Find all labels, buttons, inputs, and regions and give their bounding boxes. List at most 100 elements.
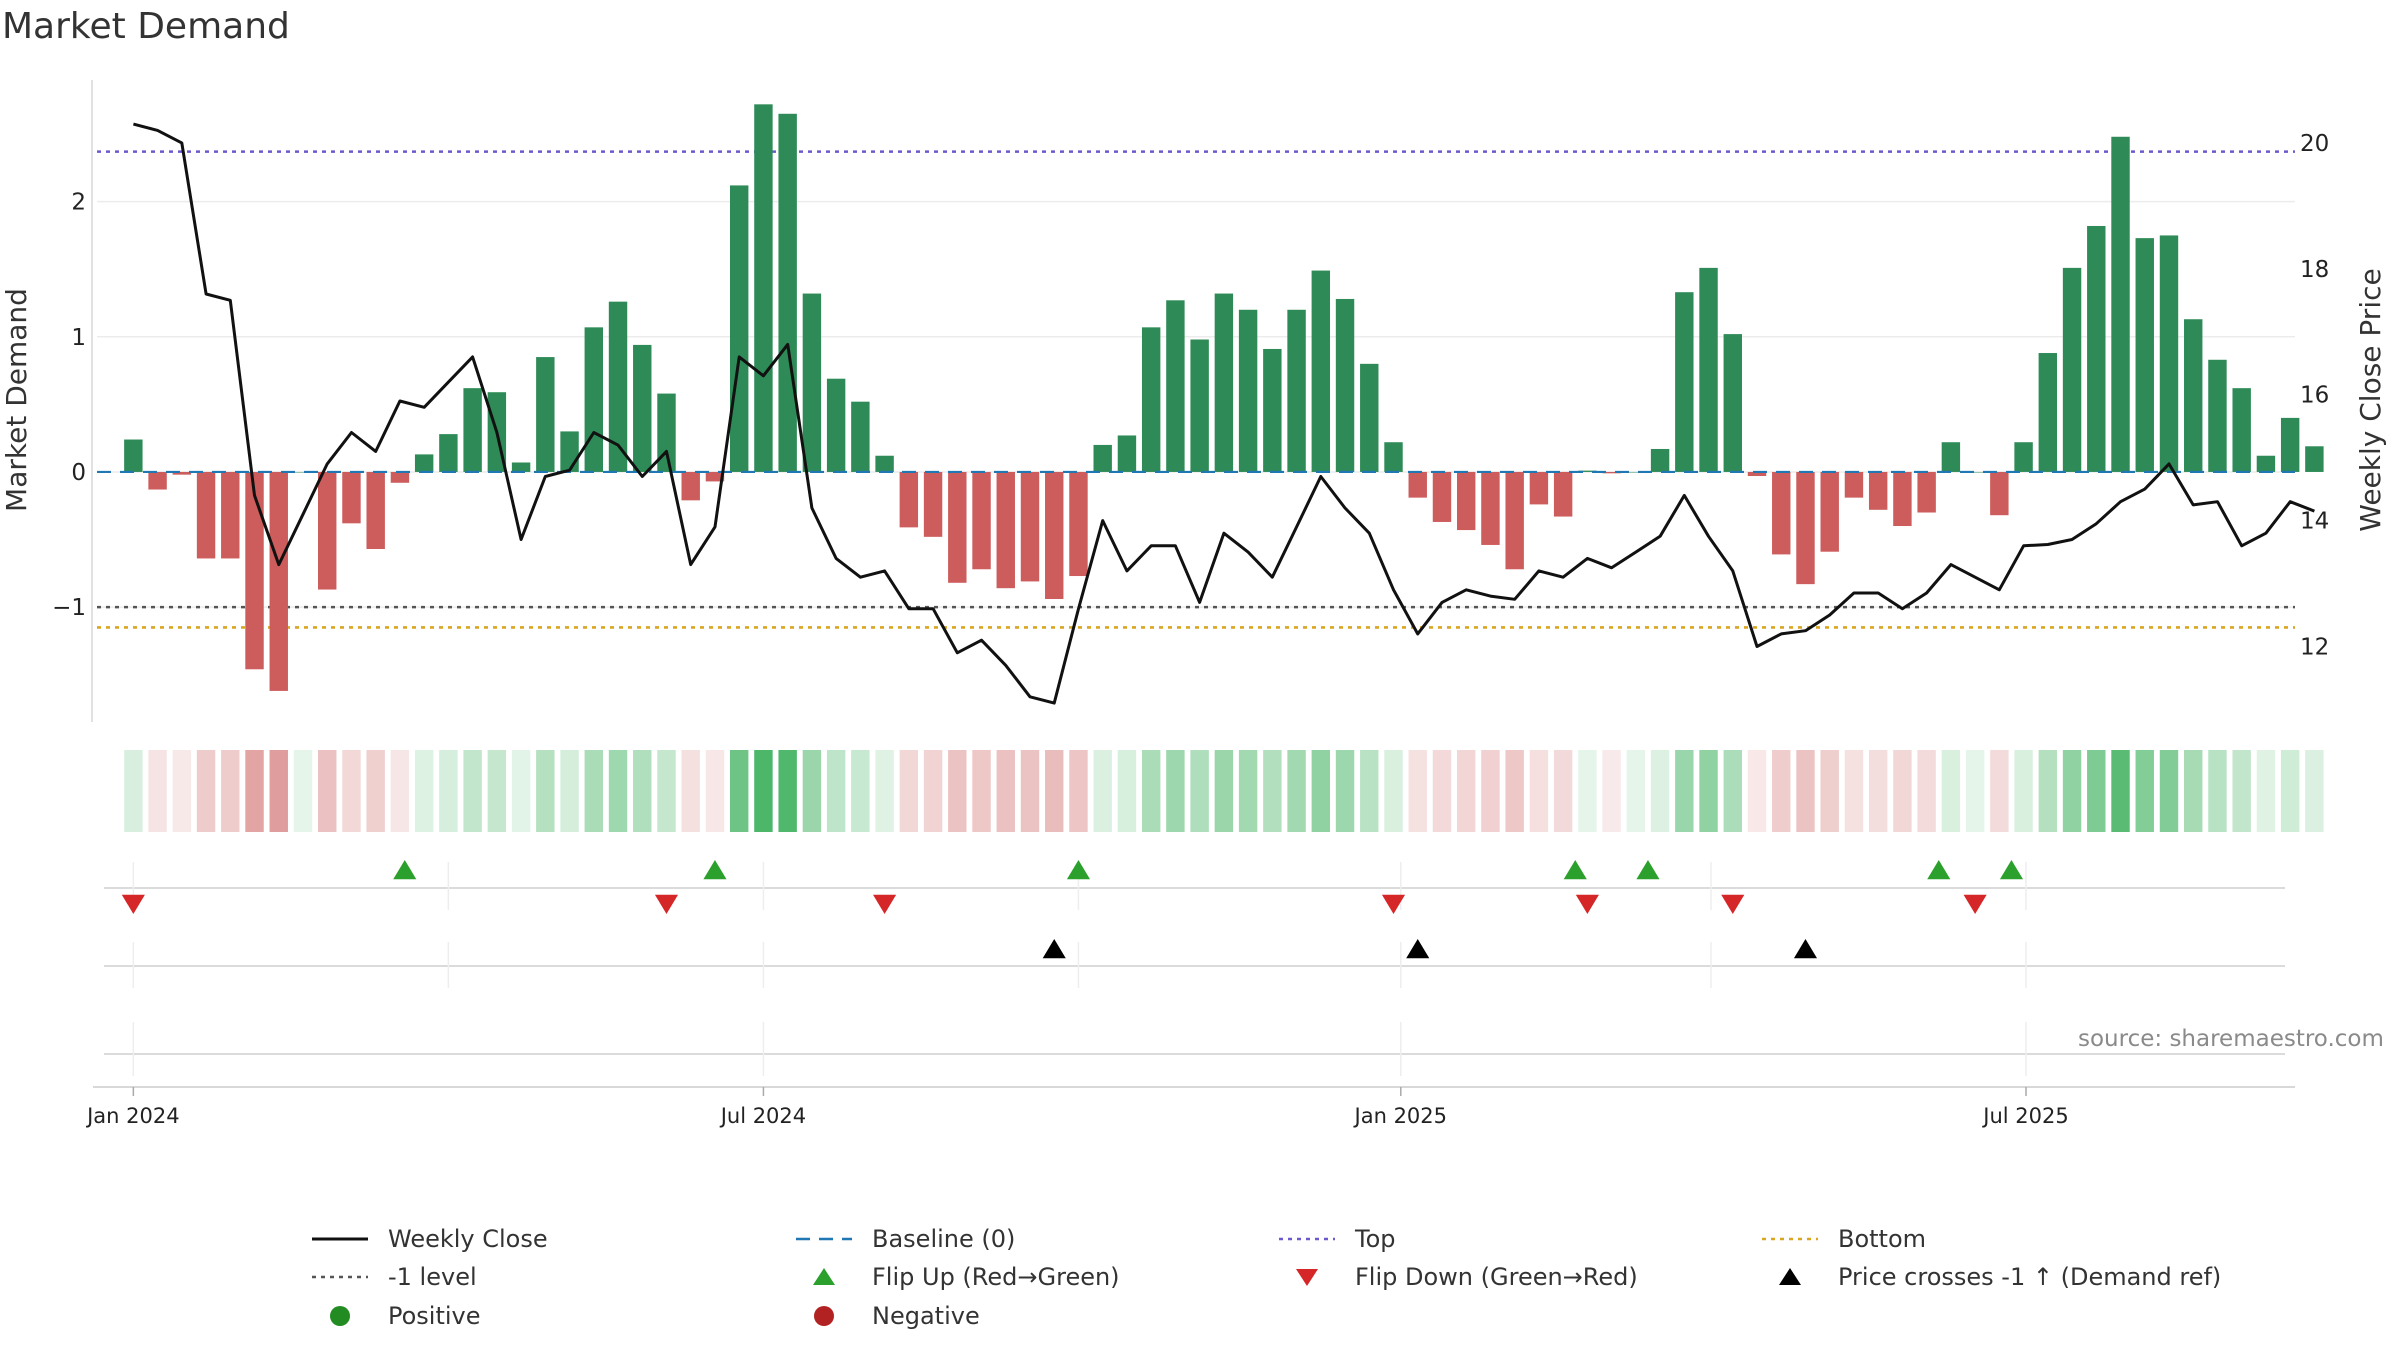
demand-bar [148,471,167,490]
flip-down-marker [1721,894,1745,914]
legend-swatch [330,1306,350,1326]
demand-bar [802,293,822,472]
demand-bar [1311,270,1331,472]
heat-strip-cell [2280,750,2300,832]
heat-strip-cell [705,750,725,832]
source-text: source: sharemaestro.com [2078,1026,2384,1052]
demand-bar [390,471,410,483]
legend-label: Bottom [1838,1225,1927,1253]
heat-strip-cell [608,750,628,832]
demand-bar [1190,339,1209,472]
flip-up-marker [393,860,417,880]
heat-strip-cell [293,750,313,832]
legend-item: Top [1277,1222,1396,1256]
heat-strip-cell [1529,750,1549,832]
legend-swatch [813,1268,835,1285]
heat-strip-cell [729,750,749,832]
heat-strip-cell [221,750,240,832]
heat-strip-cell [1747,750,1767,832]
heat-strip-cell [245,750,264,832]
demand-bar [851,401,870,472]
heat-strip-cell [972,750,991,832]
demand-bar [293,471,313,473]
heat-strip-cell [1190,750,1209,832]
demand-bar [681,471,700,501]
heat-strip-cell [269,750,288,832]
heat-strip-cell [1772,750,1791,832]
demand-bar [511,462,531,472]
y-tick-label: 0 [71,460,86,486]
demand-bar [1238,309,1258,472]
demand-bar [948,471,967,583]
demand-bar [269,471,288,691]
heat-strip-cell [1868,750,1888,832]
demand-bar [1263,348,1282,472]
heat-strip-cell [1844,750,1864,832]
flip-down-marker [1963,894,1987,914]
legend-swatch [312,1237,368,1241]
heat-strip-cell [1505,750,1524,832]
heat-strip-cell [390,750,410,832]
demand-bar [1141,327,1161,472]
demand-bar [1723,334,1742,472]
flip-up-marker [1636,860,1660,880]
demand-bar [657,393,676,472]
demand-bar [318,471,337,590]
heat-strip-cell [1263,750,1282,832]
y-axis-title: Market Demand [0,288,33,512]
flip-up-marker [1066,860,1091,880]
heat-strip-cell [1166,750,1185,832]
price-cross-marker [1793,939,1818,959]
legend-swatch [1762,1237,1818,1241]
weekly-close-line [133,122,2315,705]
legend-symbol [330,1306,350,1326]
heat-strip-cell [802,750,822,832]
heat-strip-cell [1117,750,1137,832]
heat-strip-cell [754,750,773,832]
legend-item: -1 level [310,1260,477,1294]
demand-bar [1917,471,1936,513]
x-tick-label: Jul 2025 [1981,1104,2068,1128]
y-tick-label: 2 [71,190,86,216]
heat-strip-cell [681,750,700,832]
demand-bar [1868,471,1888,510]
y-tick-label: −1 [52,595,86,621]
demand-bar [2232,388,2251,472]
heat-strip-cell [923,750,943,832]
heat-strip-cell [1893,750,1912,832]
demand-bar [1675,292,1694,472]
heat-strip-cell [2135,750,2154,832]
legend-item: Weekly Close [310,1222,548,1256]
heat-strip-cell [487,750,507,832]
heat-strip-cell [1965,750,1985,832]
heat-strip-cell [463,750,482,832]
demand-bar [2087,225,2106,472]
heat-strip-cell [2256,750,2276,832]
heat-strip-cell [1360,750,1379,832]
demand-bar [124,439,143,472]
heat-strip-cell [1408,750,1427,832]
heat-strip-cell [899,750,919,832]
legend-item: Flip Down (Green→Red) [1277,1260,1638,1294]
demand-bar [1432,471,1452,522]
heat-strip-cell [1675,750,1694,832]
heat-strip-cell [1384,750,1403,832]
demand-bar [1772,471,1791,555]
demand-bar [1578,470,1597,472]
y-tick-label: 1 [71,325,86,351]
demand-bar [2038,353,2058,472]
demand-bar [705,471,725,482]
demand-bar [608,301,628,472]
demand-bar [2256,455,2276,472]
demand-bar [414,454,434,472]
legend-swatch [814,1306,834,1326]
flip-down-marker [1381,894,1406,914]
x-tick-label: Jan 2025 [1353,1104,1448,1128]
heat-strip-cell [2087,750,2106,832]
flip-up-marker [1927,860,1951,880]
demand-bar [463,388,482,472]
demand-bar [1505,471,1524,570]
heat-strip-cell [851,750,870,832]
flip-down-marker [1575,894,1599,914]
heat-strip-cell [778,750,797,832]
